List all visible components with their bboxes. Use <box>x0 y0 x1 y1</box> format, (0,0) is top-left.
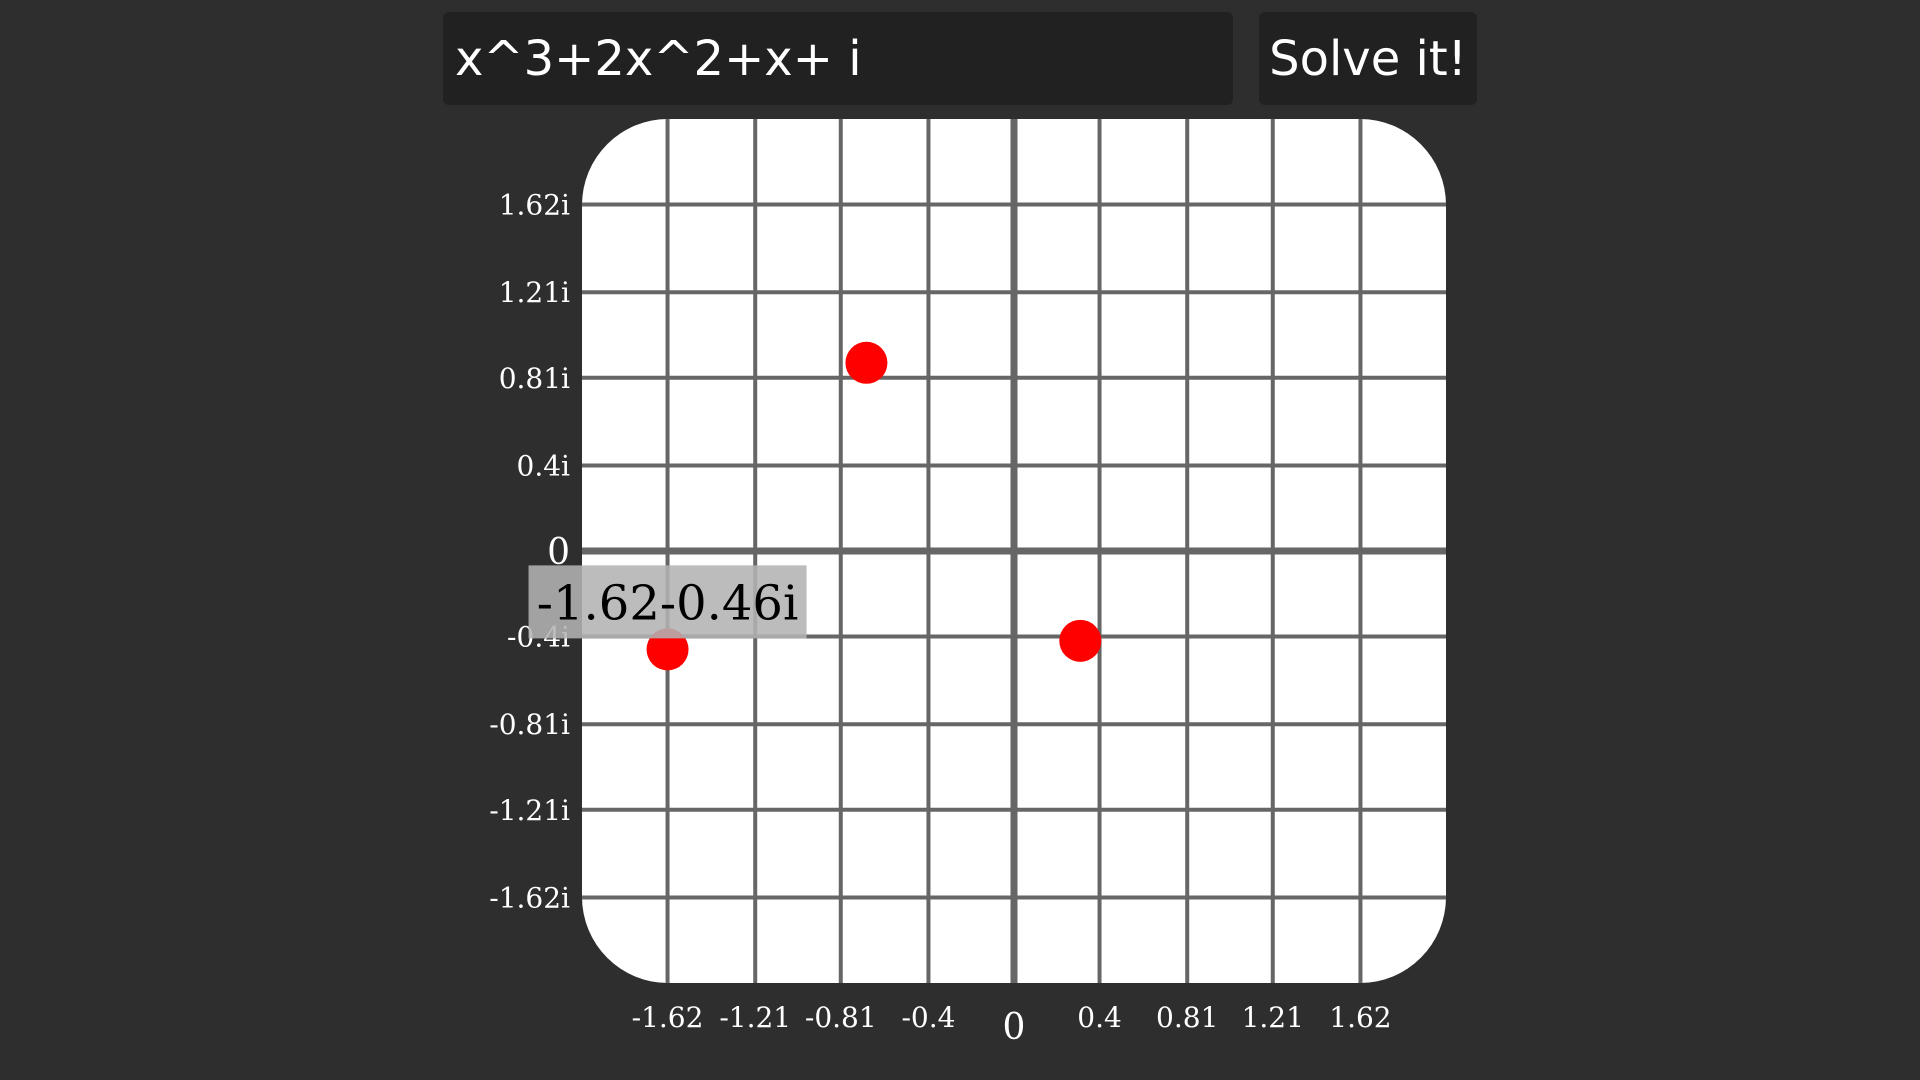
root-tooltip: -1.62-0.46i <box>528 565 807 639</box>
tooltip-background <box>528 565 807 639</box>
x-tick-label: 0.81 <box>1156 1001 1218 1034</box>
x-tick-label: -0.4 <box>901 1001 955 1034</box>
x-tick-label: -0.81 <box>805 1001 877 1034</box>
tooltip-label: -1.62-0.46i <box>537 575 799 631</box>
x-tick-label: -1.62 <box>632 1001 704 1034</box>
y-tick-label: 1.62i <box>499 189 570 222</box>
grid-lines <box>582 119 1446 983</box>
y-tick-label: 0.81i <box>499 362 570 395</box>
y-tick-label: 0 <box>547 532 570 573</box>
y-tick-label: -1.21i <box>489 794 570 827</box>
y-tick-label: 1.21i <box>499 276 570 309</box>
y-tick-labels: 1.62i1.21i0.81i0.4i0-0.4i-0.81i-1.21i-1.… <box>489 189 570 915</box>
x-tick-label: 1.21 <box>1242 1001 1304 1034</box>
x-tick-label: 1.62 <box>1329 1001 1391 1034</box>
x-tick-label: 0.4 <box>1077 1001 1122 1034</box>
equation-input[interactable] <box>443 12 1233 105</box>
y-tick-label: -1.62i <box>489 881 570 914</box>
y-tick-label: 0.4i <box>517 449 571 482</box>
root-point[interactable] <box>1059 619 1102 662</box>
y-tick-label: -0.81i <box>489 708 570 741</box>
solve-button[interactable]: Solve it! <box>1259 12 1477 105</box>
x-tick-labels: -1.62 -1.21 -0.81 -0.4 0 0.4 0.81 1.21 1.62 <box>632 1001 1392 1048</box>
x-tick-label: 0 <box>1003 1007 1026 1048</box>
root-point[interactable] <box>845 341 888 384</box>
root-point[interactable] <box>646 628 689 671</box>
x-tick-label: -1.21 <box>719 1001 791 1034</box>
root-points <box>646 341 1102 671</box>
